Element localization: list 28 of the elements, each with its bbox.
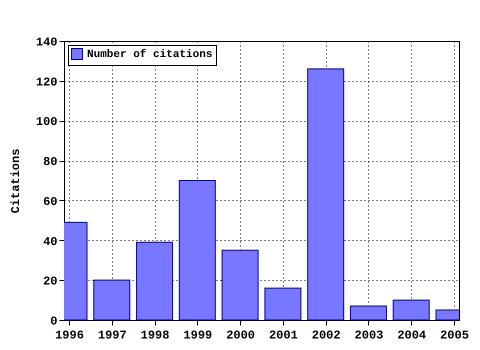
y-tick-label: 100 bbox=[36, 115, 58, 130]
bar bbox=[307, 68, 344, 320]
y-tick-label: 80 bbox=[43, 155, 58, 170]
bar bbox=[264, 288, 302, 320]
x-tick-label: 1997 bbox=[98, 328, 127, 342]
x-tick-label: 2003 bbox=[354, 328, 384, 342]
y-axis-title: Citations bbox=[8, 148, 23, 214]
x-tick-label: 2002 bbox=[312, 328, 341, 342]
y-tick-label: 120 bbox=[36, 75, 58, 90]
y-tick-label: 140 bbox=[36, 36, 58, 50]
bar bbox=[222, 250, 259, 320]
bar bbox=[392, 300, 430, 320]
y-tick-label: 60 bbox=[43, 194, 58, 209]
bar bbox=[350, 306, 387, 320]
x-tick-label: 1998 bbox=[140, 328, 170, 342]
x-tick-label: 2000 bbox=[226, 328, 256, 342]
bar bbox=[93, 280, 130, 320]
y-tick-label: 40 bbox=[43, 234, 58, 249]
y-tick-label: 0 bbox=[50, 314, 58, 328]
x-tick-label: 2005 bbox=[440, 328, 469, 342]
y-tick-label: 20 bbox=[43, 274, 58, 289]
x-tick-label: 2001 bbox=[268, 328, 298, 342]
legend-label: Number of citations bbox=[87, 48, 212, 61]
bar bbox=[136, 242, 174, 320]
bar bbox=[178, 180, 216, 320]
x-tick-label: 1999 bbox=[183, 328, 212, 342]
x-tick-label: 1996 bbox=[55, 328, 84, 342]
x-tick-label: 2004 bbox=[397, 328, 426, 342]
